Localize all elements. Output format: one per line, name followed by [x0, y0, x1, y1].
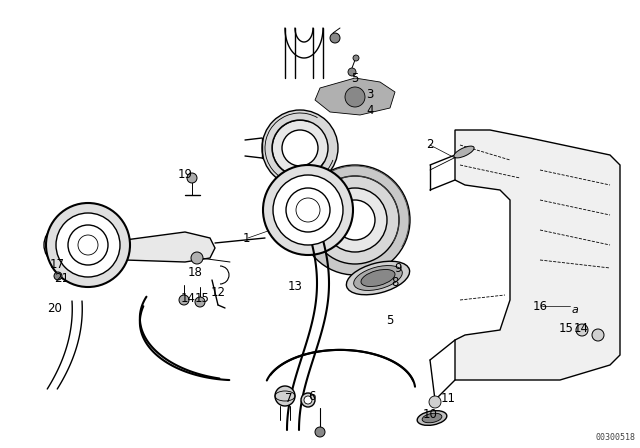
Text: a: a: [572, 305, 579, 315]
Ellipse shape: [454, 146, 474, 158]
Circle shape: [296, 198, 320, 222]
Circle shape: [592, 329, 604, 341]
Text: 10: 10: [422, 409, 437, 422]
Circle shape: [330, 33, 340, 43]
Circle shape: [353, 55, 359, 61]
Circle shape: [56, 213, 120, 277]
Circle shape: [68, 225, 108, 265]
Circle shape: [262, 110, 338, 186]
Text: 13: 13: [287, 280, 303, 293]
Circle shape: [187, 173, 197, 183]
Text: 3: 3: [366, 89, 374, 102]
Text: 15: 15: [559, 322, 573, 335]
Text: 2: 2: [426, 138, 434, 151]
Circle shape: [348, 68, 356, 76]
Text: 00300518: 00300518: [595, 434, 635, 443]
Text: 19: 19: [177, 168, 193, 181]
Text: 11: 11: [440, 392, 456, 405]
Text: 20: 20: [47, 302, 63, 314]
Circle shape: [345, 87, 365, 107]
Text: 6: 6: [308, 389, 316, 402]
Circle shape: [54, 272, 62, 280]
Ellipse shape: [417, 411, 447, 425]
Text: 12: 12: [211, 285, 225, 298]
Circle shape: [301, 393, 315, 407]
Circle shape: [311, 176, 399, 264]
Ellipse shape: [422, 413, 442, 423]
Text: 1: 1: [243, 232, 250, 245]
Circle shape: [263, 165, 353, 255]
Text: 17: 17: [49, 258, 65, 271]
Circle shape: [335, 200, 375, 240]
Circle shape: [300, 165, 410, 275]
Ellipse shape: [361, 269, 395, 287]
Text: 4: 4: [366, 103, 374, 116]
Text: 9: 9: [394, 262, 402, 275]
Circle shape: [275, 386, 295, 406]
Circle shape: [429, 396, 441, 408]
Text: 21: 21: [54, 271, 70, 284]
Polygon shape: [125, 232, 215, 262]
Circle shape: [286, 188, 330, 232]
Circle shape: [179, 295, 189, 305]
Circle shape: [191, 252, 203, 264]
Circle shape: [304, 396, 312, 404]
Text: 18: 18: [188, 266, 202, 279]
Circle shape: [273, 175, 343, 245]
Text: 16: 16: [532, 300, 547, 313]
Text: 14: 14: [180, 292, 195, 305]
Circle shape: [282, 130, 318, 166]
Text: 15: 15: [195, 292, 209, 305]
Text: 5: 5: [387, 314, 394, 327]
Circle shape: [576, 324, 588, 336]
Circle shape: [323, 188, 387, 252]
Ellipse shape: [346, 261, 410, 295]
Polygon shape: [455, 130, 620, 380]
Text: 8: 8: [391, 276, 399, 289]
Text: 14: 14: [573, 322, 589, 335]
Circle shape: [46, 203, 130, 287]
Circle shape: [315, 427, 325, 437]
Circle shape: [195, 297, 205, 307]
Circle shape: [78, 235, 98, 255]
Circle shape: [272, 120, 328, 176]
Polygon shape: [315, 78, 395, 115]
Text: 5: 5: [351, 72, 358, 85]
Text: 7: 7: [285, 392, 292, 405]
Ellipse shape: [354, 266, 403, 290]
